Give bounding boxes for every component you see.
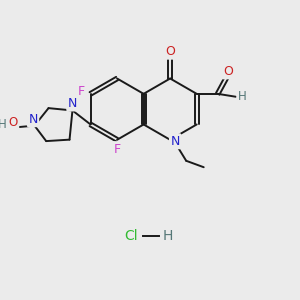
Text: N: N xyxy=(68,97,77,110)
Text: F: F xyxy=(78,85,85,98)
Text: O: O xyxy=(165,45,175,58)
Text: O: O xyxy=(223,65,233,78)
Text: H: H xyxy=(238,90,247,103)
Text: O: O xyxy=(9,116,18,129)
Text: F: F xyxy=(113,142,121,156)
Text: Cl: Cl xyxy=(124,229,138,243)
Text: H: H xyxy=(0,118,7,131)
Text: H: H xyxy=(163,229,173,243)
Text: N: N xyxy=(170,135,180,148)
Text: N: N xyxy=(28,113,38,126)
